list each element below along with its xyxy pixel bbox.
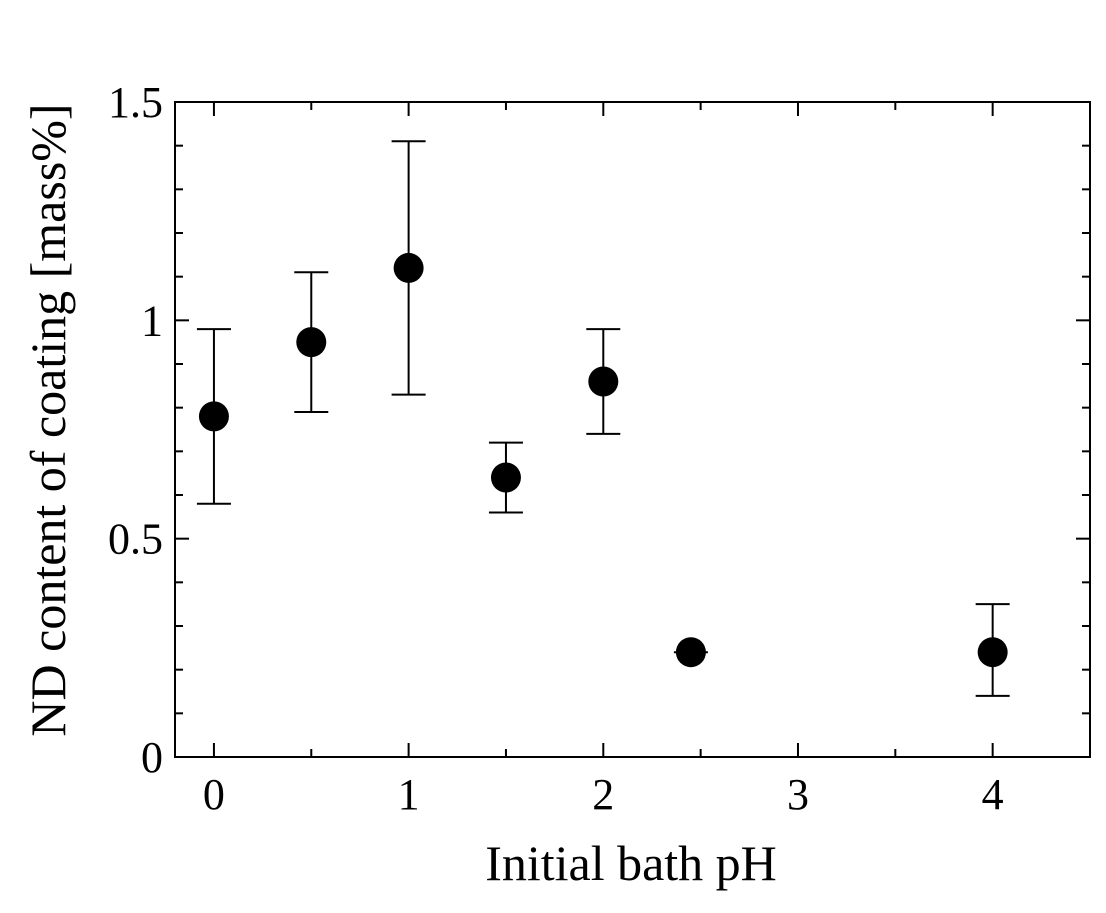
x-tick-label: 2 <box>592 770 614 819</box>
y-tick-label: 1.5 <box>108 78 163 127</box>
y-tick-label: 0.5 <box>108 515 163 564</box>
x-tick-label: 3 <box>787 770 809 819</box>
data-point <box>490 462 521 493</box>
y-tick-label: 0 <box>141 733 163 782</box>
data-point <box>393 252 424 283</box>
y-tick-label: 1 <box>141 296 163 345</box>
x-tick-label: 1 <box>398 770 420 819</box>
data-point <box>296 327 327 358</box>
data-point <box>588 366 619 397</box>
data-point <box>977 637 1008 668</box>
data-point <box>198 401 229 432</box>
plot-frame <box>174 101 1091 758</box>
x-axis-label: Initial bath pH <box>485 835 777 891</box>
data-points <box>198 252 1008 668</box>
x-axis-ticks: 0 1 2 3 4 <box>203 102 1004 819</box>
x-tick-label: 4 <box>982 770 1004 819</box>
x-tick-label: 0 <box>203 770 225 819</box>
y-axis-ticks: 0 0.5 1 1.5 <box>108 78 1090 782</box>
error-bars <box>196 140 1010 697</box>
plot-border <box>174 101 1091 758</box>
y-axis-label: ND content of coating [mass%] <box>20 103 76 736</box>
data-point <box>675 637 706 668</box>
